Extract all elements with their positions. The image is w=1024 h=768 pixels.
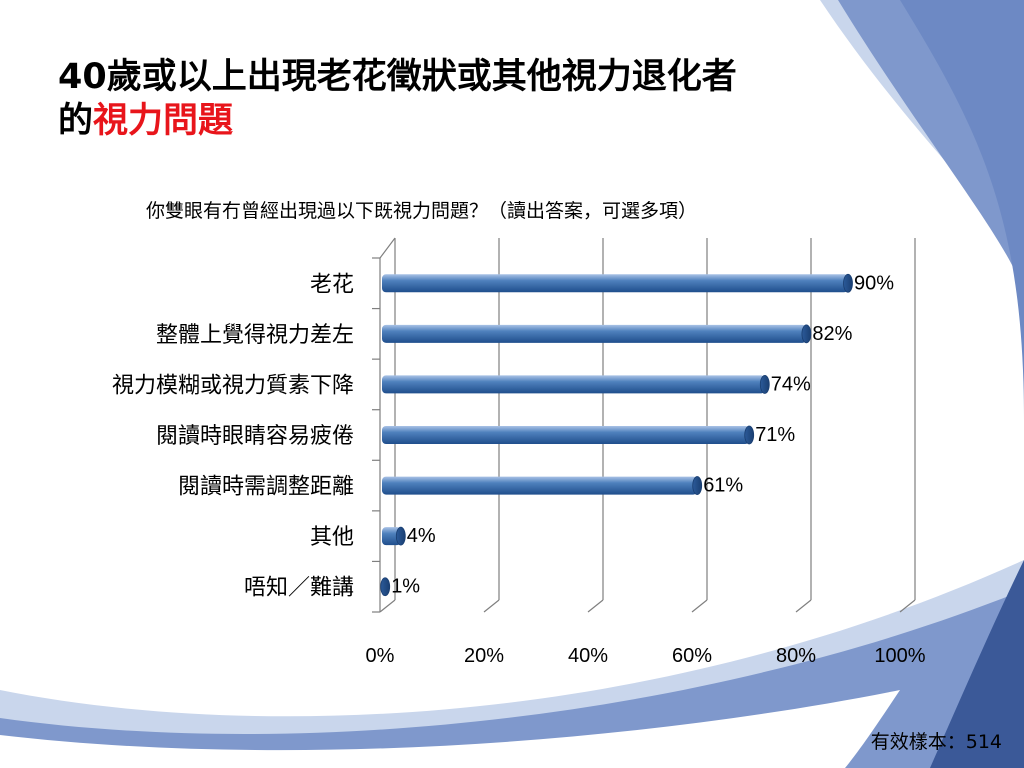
category-label: 閱讀時需調整距離 [178, 475, 354, 500]
bar [382, 375, 765, 394]
bar [382, 426, 750, 444]
value-label: 1% [391, 576, 420, 598]
decor-bottom-white [0, 690, 900, 768]
floor-line [795, 599, 812, 613]
chart-labels: 0% 20% 40% 60% 80% 100% 老花 90% 整體上覺得視力差左 82% 視力模糊或… [112, 272, 926, 667]
bar [382, 527, 401, 546]
x-tick-label: 20% [464, 645, 504, 667]
bar-end-cap [843, 273, 853, 293]
category-label: 整體上覺得視力差左 [156, 323, 354, 348]
bar-end-cap [759, 375, 770, 394]
chart-bars [380, 273, 853, 597]
value-label: 71% [755, 424, 795, 446]
sample-size-note: 有效樣本：514 [870, 731, 1002, 753]
x-tick-label: 60% [672, 645, 712, 667]
title-highlight: 視力問題 [93, 101, 234, 141]
floor-line [587, 599, 604, 613]
y-axis-depth-line [379, 237, 396, 259]
value-label: 82% [812, 323, 852, 345]
x-tick-label: 100% [874, 645, 925, 667]
bar-end-cap [380, 577, 391, 597]
title-line-2: 的視力問題 [58, 99, 958, 143]
x-tick-label: 80% [776, 645, 816, 667]
category-label: 老花 [310, 272, 354, 297]
bar [382, 324, 807, 343]
bar-end-cap [801, 324, 812, 344]
category-label: 其他 [310, 525, 354, 550]
slide-title: 40歲或以上出現老花徵狀或其他視力退化者 的視力問題 [58, 55, 958, 143]
chart-gridlines [372, 237, 916, 613]
floor-line [379, 599, 396, 613]
title-line-1: 40歲或以上出現老花徵狀或其他視力退化者 [58, 57, 737, 97]
survey-question: 你雙眼有冇曾經出現過以下既視力問題？（讀出答案，可選多項） [146, 200, 698, 222]
category-label: 閱讀時眼睛容易疲倦 [156, 424, 354, 449]
category-label: 視力模糊或視力質素下降 [112, 373, 354, 398]
value-label: 74% [771, 373, 811, 395]
decor-bottom-dark [930, 560, 1024, 768]
bar [382, 476, 698, 495]
bar-end-cap [692, 476, 703, 495]
title-prefix: 的 [58, 101, 94, 141]
floor-line [483, 599, 500, 613]
value-label: 61% [703, 475, 743, 497]
value-label: 4% [407, 525, 436, 547]
bar [382, 274, 848, 293]
floor-line [691, 599, 708, 613]
decor-swoosh-right [900, 0, 1024, 420]
floor-line [899, 599, 916, 613]
x-tick-label: 0% [366, 645, 395, 667]
x-tick-label: 40% [568, 645, 608, 667]
bar-end-cap [395, 526, 406, 546]
value-label: 90% [854, 272, 894, 294]
bar-end-cap [744, 425, 755, 445]
category-label: 唔知／難講 [244, 576, 354, 601]
